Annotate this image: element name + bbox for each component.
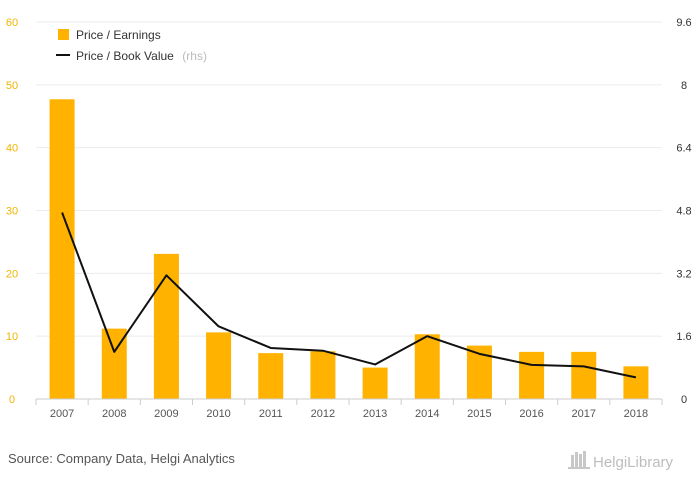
y-right-tick-label: 1.6 bbox=[676, 331, 691, 343]
bar-price-earnings bbox=[571, 351, 597, 399]
y-left-tick-label: 20 bbox=[6, 268, 18, 280]
x-tick-label: 2018 bbox=[624, 408, 648, 420]
y-left-tick-label: 50 bbox=[6, 80, 18, 92]
bar-price-earnings bbox=[258, 353, 284, 399]
y-left-tick-label: 0 bbox=[9, 394, 15, 406]
bar-price-earnings bbox=[519, 351, 545, 399]
right-axis: 0 1.6 3.2 4.8 6.4 8 9.6 bbox=[676, 17, 691, 406]
legend-swatch-bar bbox=[58, 29, 69, 40]
x-tick-label: 2014 bbox=[415, 408, 439, 420]
bars-layer bbox=[49, 99, 649, 399]
y-right-tick-label: 8 bbox=[681, 80, 687, 92]
legend-label-pbv-suffix: (rhs) bbox=[182, 49, 207, 63]
legend-label-pbv-group: Price / Book Value (rhs) bbox=[76, 47, 207, 64]
source-note: Source: Company Data, Helgi Analytics bbox=[8, 451, 235, 466]
x-tick-label: 2008 bbox=[102, 408, 126, 420]
x-axis: 2007 2008 2009 2010 2011 2012 2013 2014 2015 2016… bbox=[35, 398, 663, 420]
y-right-tick-label: 9.6 bbox=[676, 17, 691, 29]
legend-label-pbv: Price / Book Value bbox=[76, 49, 174, 63]
brand-logo: HelgiLibrary bbox=[568, 451, 674, 471]
bar-price-earnings bbox=[153, 253, 179, 399]
y-left-tick-label: 10 bbox=[6, 331, 18, 343]
bar-price-earnings bbox=[623, 366, 649, 399]
y-right-tick-label: 0 bbox=[681, 394, 687, 406]
y-right-tick-label: 6.4 bbox=[676, 143, 691, 155]
y-left-tick-label: 30 bbox=[6, 206, 18, 218]
y-left-tick-label: 60 bbox=[6, 17, 18, 29]
x-tick-label: 2016 bbox=[519, 408, 543, 420]
x-tick-label: 2012 bbox=[311, 408, 335, 420]
bar-price-earnings bbox=[310, 351, 336, 399]
y-left-tick-label: 40 bbox=[6, 143, 18, 155]
x-tick-label: 2007 bbox=[50, 408, 74, 420]
bar-price-earnings bbox=[362, 367, 388, 399]
x-tick-label: 2017 bbox=[572, 408, 596, 420]
x-tick-label: 2010 bbox=[206, 408, 230, 420]
x-tick-label: 2013 bbox=[363, 408, 387, 420]
x-tick-label: 2009 bbox=[154, 408, 178, 420]
legend: Price / Earnings Price / Book Value (rhs… bbox=[56, 28, 207, 64]
line-layer bbox=[61, 212, 637, 379]
books-icon bbox=[568, 451, 590, 469]
bar-price-earnings bbox=[414, 334, 440, 399]
brand-name: HelgiLibrary bbox=[593, 454, 674, 471]
x-tick-label: 2011 bbox=[259, 408, 283, 420]
legend-label-pe: Price / Earnings bbox=[76, 28, 161, 42]
y-right-tick-label: 4.8 bbox=[676, 206, 691, 218]
left-axis: 0 10 20 30 40 50 60 bbox=[6, 17, 18, 406]
x-tick-label: 2015 bbox=[467, 408, 491, 420]
bar-price-earnings bbox=[206, 332, 232, 399]
y-right-tick-label: 3.2 bbox=[676, 268, 691, 280]
grid-layer bbox=[36, 21, 662, 337]
bar-price-earnings bbox=[49, 99, 75, 399]
line-price-book-value bbox=[61, 212, 637, 379]
